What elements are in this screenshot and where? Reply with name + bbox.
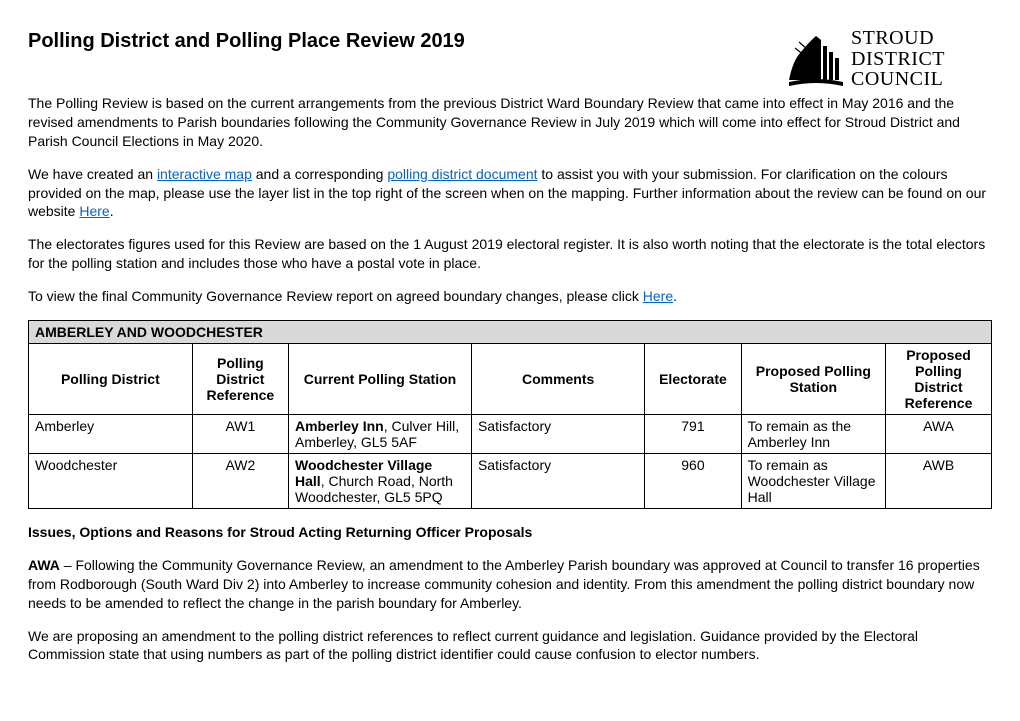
- table-header-row: Polling District Polling District Refere…: [29, 344, 992, 415]
- cell-electorate: 960: [645, 454, 741, 509]
- cell-proposed-ref: AWA: [886, 415, 992, 454]
- cell-station: Amberley Inn, Culver Hill, Amberley, GL5…: [289, 415, 472, 454]
- cell-comments: Satisfactory: [471, 454, 644, 509]
- p2-text-d: .: [110, 203, 114, 219]
- col-polling-district: Polling District: [29, 344, 193, 415]
- p4-text-a: To view the final Community Governance R…: [28, 288, 643, 304]
- website-here-link[interactable]: Here: [79, 203, 109, 219]
- logo-line2: DISTRICT: [851, 49, 945, 69]
- logo-line1: STROUD: [851, 28, 945, 48]
- logo-icon: [787, 30, 845, 88]
- document-header: Polling District and Polling Place Revie…: [28, 24, 992, 94]
- col-proposed-reference: Proposed Polling District Reference: [886, 344, 992, 415]
- station-name: Amberley Inn: [295, 418, 384, 434]
- issues-paragraph-2: We are proposing an amendment to the pol…: [28, 627, 992, 665]
- polling-district-document-link[interactable]: polling district document: [387, 166, 537, 182]
- cell-ref: AW2: [192, 454, 288, 509]
- cell-proposed-ref: AWB: [886, 454, 992, 509]
- p4-text-b: .: [673, 288, 677, 304]
- table-section-row: AMBERLEY AND WOODCHESTER: [29, 321, 992, 344]
- table-row: Amberley AW1 Amberley Inn, Culver Hill, …: [29, 415, 992, 454]
- p2-text-b: and a corresponding: [252, 166, 387, 182]
- col-comments: Comments: [471, 344, 644, 415]
- council-logo: STROUD DISTRICT COUNCIL: [787, 24, 992, 94]
- col-electorate: Electorate: [645, 344, 741, 415]
- col-proposed-station: Proposed Polling Station: [741, 344, 885, 415]
- intro-paragraph-2: We have created an interactive map and a…: [28, 165, 992, 222]
- cell-ref: AW1: [192, 415, 288, 454]
- cell-station: Woodchester Village Hall, Church Road, N…: [289, 454, 472, 509]
- logo-text: STROUD DISTRICT COUNCIL: [851, 28, 945, 89]
- polling-table: AMBERLEY AND WOODCHESTER Polling Distric…: [28, 320, 992, 509]
- cell-proposed-station: To remain as the Amberley Inn: [741, 415, 885, 454]
- cell-electorate: 791: [645, 415, 741, 454]
- table-row: Woodchester AW2 Woodchester Village Hall…: [29, 454, 992, 509]
- intro-paragraph-4: To view the final Community Governance R…: [28, 287, 992, 306]
- cell-district: Woodchester: [29, 454, 193, 509]
- logo-line3: COUNCIL: [851, 69, 945, 89]
- issues-p1-rest: – Following the Community Governance Rev…: [28, 557, 980, 611]
- governance-review-here-link[interactable]: Here: [643, 288, 673, 304]
- intro-paragraph-3: The electorates figures used for this Re…: [28, 235, 992, 273]
- interactive-map-link[interactable]: interactive map: [157, 166, 252, 182]
- section-heading: AMBERLEY AND WOODCHESTER: [29, 321, 992, 344]
- issues-p1-ref: AWA: [28, 557, 60, 573]
- issues-heading: Issues, Options and Reasons for Stroud A…: [28, 523, 992, 542]
- cell-comments: Satisfactory: [471, 415, 644, 454]
- p2-text-a: We have created an: [28, 166, 157, 182]
- intro-paragraph-1: The Polling Review is based on the curre…: [28, 94, 992, 151]
- issues-paragraph-1: AWA – Following the Community Governance…: [28, 556, 992, 613]
- cell-proposed-station: To remain as Woodchester Village Hall: [741, 454, 885, 509]
- col-current-station: Current Polling Station: [289, 344, 472, 415]
- cell-district: Amberley: [29, 415, 193, 454]
- page-title: Polling District and Polling Place Revie…: [28, 30, 465, 53]
- col-reference: Polling District Reference: [192, 344, 288, 415]
